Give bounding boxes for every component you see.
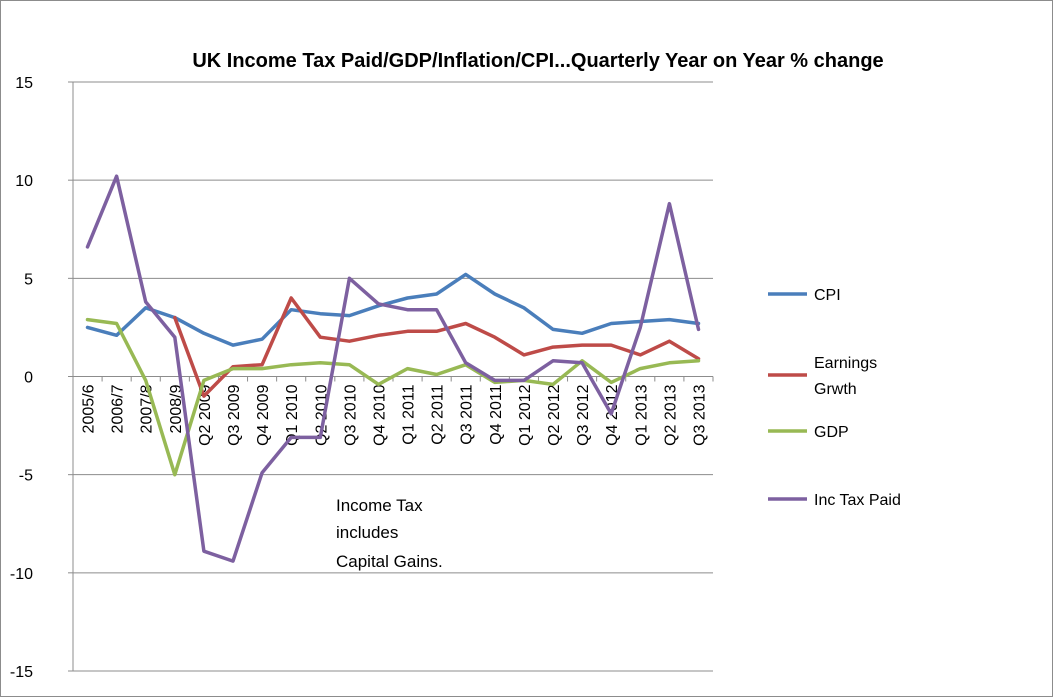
series-line [85,317,701,477]
x-tick-label: Q4 2009 [255,384,272,445]
x-tick-label: Q3 2009 [226,384,243,445]
legend-label: Inc Tax Paid [814,492,901,509]
x-tick-label: Q1 2011 [401,384,418,444]
x-tick-label: Q2 2012 [546,384,563,445]
x-tick-label: Q1 2012 [517,384,534,445]
chart-title: UK Income Tax Paid/GDP/Inflation/CPI...Q… [192,50,883,72]
legend-label: Earnings [814,355,877,372]
x-tick-label: Q4 2011 [488,384,505,444]
series-lines [85,174,701,563]
legend-label: GDP [814,424,849,441]
x-tick-label: Q2 2011 [430,384,447,444]
x-tick-label: Q3 2010 [342,384,359,445]
x-tick-label: Q1 2013 [633,384,650,445]
legend-label: Grwth [814,381,857,398]
legend: CPI Earnings Grwth GDP Inc Tax Paid [768,287,901,509]
series-line [85,174,701,563]
y-tick-label: 0 [24,370,33,387]
x-tick-label: Q3 2013 [691,384,708,445]
x-tick-label: Q3 2011 [459,384,476,444]
legend-label: CPI [814,287,841,304]
x-tick-label: Q3 2012 [575,384,592,445]
series-line [173,296,701,398]
y-tick-label: 10 [15,173,33,190]
x-tick-label: 2008/9 [168,384,185,433]
x-tick-label: Q1 2010 [284,384,301,445]
y-tick-label: 5 [24,271,33,288]
y-tick-label: 15 [15,75,33,92]
x-tick-label: Q2 2009 [197,384,214,445]
x-tick-label: 2006/7 [110,384,127,433]
annotation-line-3: Capital Gains. [336,552,443,571]
annotation-line-2: includes [336,523,398,542]
x-tick-label: Q4 2010 [371,384,388,445]
x-tick-label: 2005/6 [81,384,98,433]
y-tick-labels: 15 10 5 0 -5 -10 -15 [10,75,33,681]
x-tick-labels: 2005/6 2006/7 2007/8 2008/9 Q2 2009 Q3 2009 Q4… [81,384,709,445]
y-tick-label: -5 [19,468,33,485]
x-tick-label: Q2 2013 [662,384,679,445]
annotation-line-1: Income Tax [336,496,423,515]
y-tick-label: -10 [10,566,33,583]
y-tick-label: -15 [10,664,33,681]
annotation-text: Income Tax includes Capital Gains. [336,496,443,571]
series-line [85,272,701,347]
